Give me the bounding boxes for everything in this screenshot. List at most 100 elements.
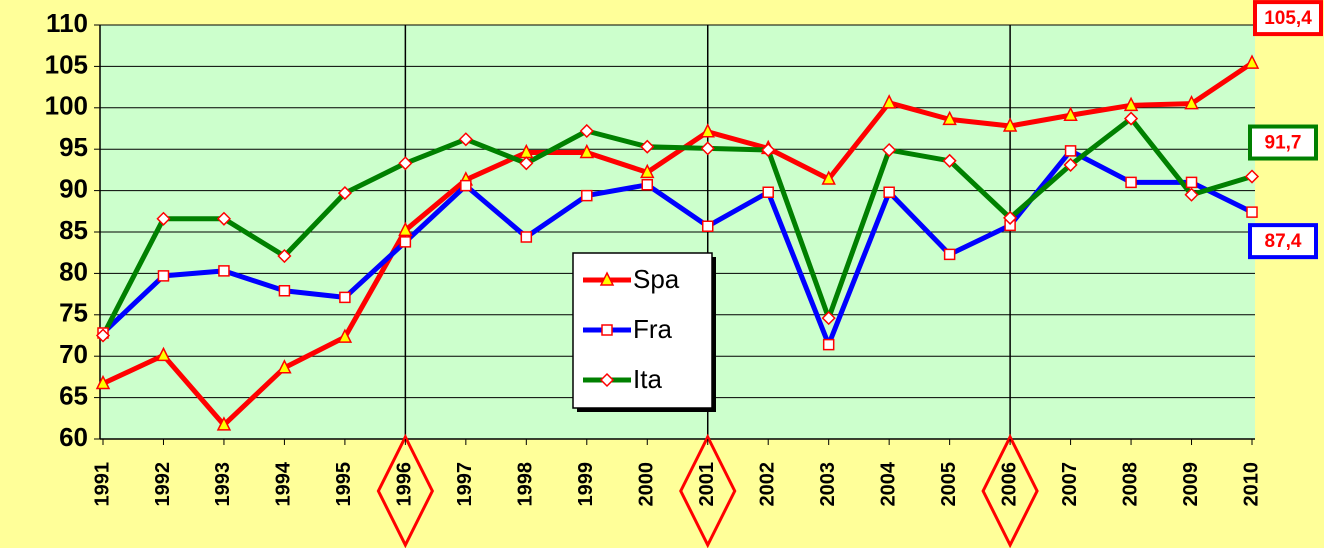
marker <box>943 248 956 261</box>
marker <box>599 271 615 286</box>
marker <box>458 132 473 147</box>
marker <box>1246 206 1258 218</box>
marker <box>95 374 111 390</box>
marker <box>337 186 352 201</box>
x-tick-label: 1999 <box>575 462 597 507</box>
marker <box>1244 169 1260 184</box>
marker <box>216 211 232 226</box>
y-tick-label: 90 <box>59 173 88 203</box>
y-tick-label: 80 <box>59 256 88 286</box>
value-label-box <box>1248 124 1318 161</box>
marker <box>1185 176 1198 189</box>
marker <box>883 186 895 199</box>
legend-label: Fra <box>633 314 673 344</box>
marker <box>640 139 655 154</box>
marker <box>520 231 533 243</box>
x-tick-label: 2007 <box>1059 462 1081 507</box>
x-tick-label: 1994 <box>273 461 295 506</box>
x-tick-label: 1992 <box>152 462 174 507</box>
marker <box>1063 157 1078 172</box>
marker <box>216 416 232 431</box>
marker <box>822 338 835 351</box>
x-tick-label: 1998 <box>515 462 537 507</box>
value-label: 105,4 <box>1264 8 1312 29</box>
x-tick-label: 2003 <box>817 462 839 507</box>
marker <box>882 142 897 158</box>
marker <box>821 170 836 185</box>
marker <box>1003 210 1018 225</box>
marker <box>519 156 534 171</box>
legend-label: Ita <box>633 364 662 394</box>
x-tick-label: 2005 <box>938 462 960 507</box>
marker <box>942 110 957 126</box>
y-tick-label: 95 <box>59 132 88 162</box>
legend: Spa Fra Ita <box>572 252 716 412</box>
y-tick-label: 100 <box>45 91 88 121</box>
y-tick-label: 105 <box>45 49 88 79</box>
marker <box>581 189 593 202</box>
marker <box>579 143 595 159</box>
marker <box>277 359 292 374</box>
y-tick-label: 85 <box>59 215 88 245</box>
marker <box>762 186 774 199</box>
marker <box>218 265 230 277</box>
marker <box>339 291 351 304</box>
marker <box>1123 111 1139 126</box>
marker <box>399 236 412 248</box>
marker <box>157 270 170 282</box>
x-tick-label: 2006 <box>998 462 1020 507</box>
marker <box>156 346 171 362</box>
marker <box>95 328 111 343</box>
marker <box>1123 96 1139 112</box>
value-label: 87,4 <box>1265 231 1302 252</box>
marker <box>1064 145 1077 157</box>
marker <box>641 179 654 191</box>
legend-label: Spa <box>633 264 680 294</box>
marker <box>156 211 171 226</box>
marker <box>761 142 776 158</box>
x-tick-label: 2004 <box>877 461 899 506</box>
highlight-diamond <box>376 433 435 549</box>
series-line <box>101 61 1254 428</box>
marker <box>601 324 613 336</box>
x-tick-label: 2001 <box>696 462 718 507</box>
y-tick-label: 110 <box>46 8 88 38</box>
marker <box>700 123 715 138</box>
marker <box>278 285 291 297</box>
y-tick-label: 75 <box>59 298 88 328</box>
x-tick-label: 2010 <box>1240 462 1262 507</box>
marker <box>1184 187 1199 202</box>
marker <box>1063 106 1078 122</box>
marker <box>881 94 897 109</box>
marker <box>640 163 655 179</box>
value-label: 91,7 <box>1265 133 1302 154</box>
marker <box>1125 176 1137 189</box>
y-tick-label: 65 <box>59 380 88 410</box>
series-line <box>101 148 1254 348</box>
marker <box>1244 54 1260 69</box>
marker <box>398 156 413 171</box>
x-tick-label: 1991 <box>91 462 113 507</box>
marker <box>701 220 714 232</box>
highlight-diamond <box>981 433 1039 549</box>
y-tick-label: 60 <box>59 422 88 452</box>
x-tick-label: 2000 <box>636 462 658 507</box>
x-tick-label: 2008 <box>1119 462 1141 507</box>
x-tick-label: 1997 <box>454 462 476 507</box>
value-label-box <box>1248 223 1318 260</box>
highlight-diamond <box>679 433 737 549</box>
value-label-box <box>1253 0 1323 37</box>
x-tick-label: 2009 <box>1180 462 1202 507</box>
marker <box>1002 117 1018 132</box>
series-line <box>100 116 1253 337</box>
x-tick-label: 2002 <box>756 462 778 507</box>
marker <box>579 123 594 139</box>
x-tick-label: 1995 <box>333 462 355 507</box>
marker <box>337 328 353 343</box>
marker <box>599 372 615 388</box>
marker <box>821 311 836 326</box>
marker <box>1184 94 1199 110</box>
marker <box>460 179 472 192</box>
